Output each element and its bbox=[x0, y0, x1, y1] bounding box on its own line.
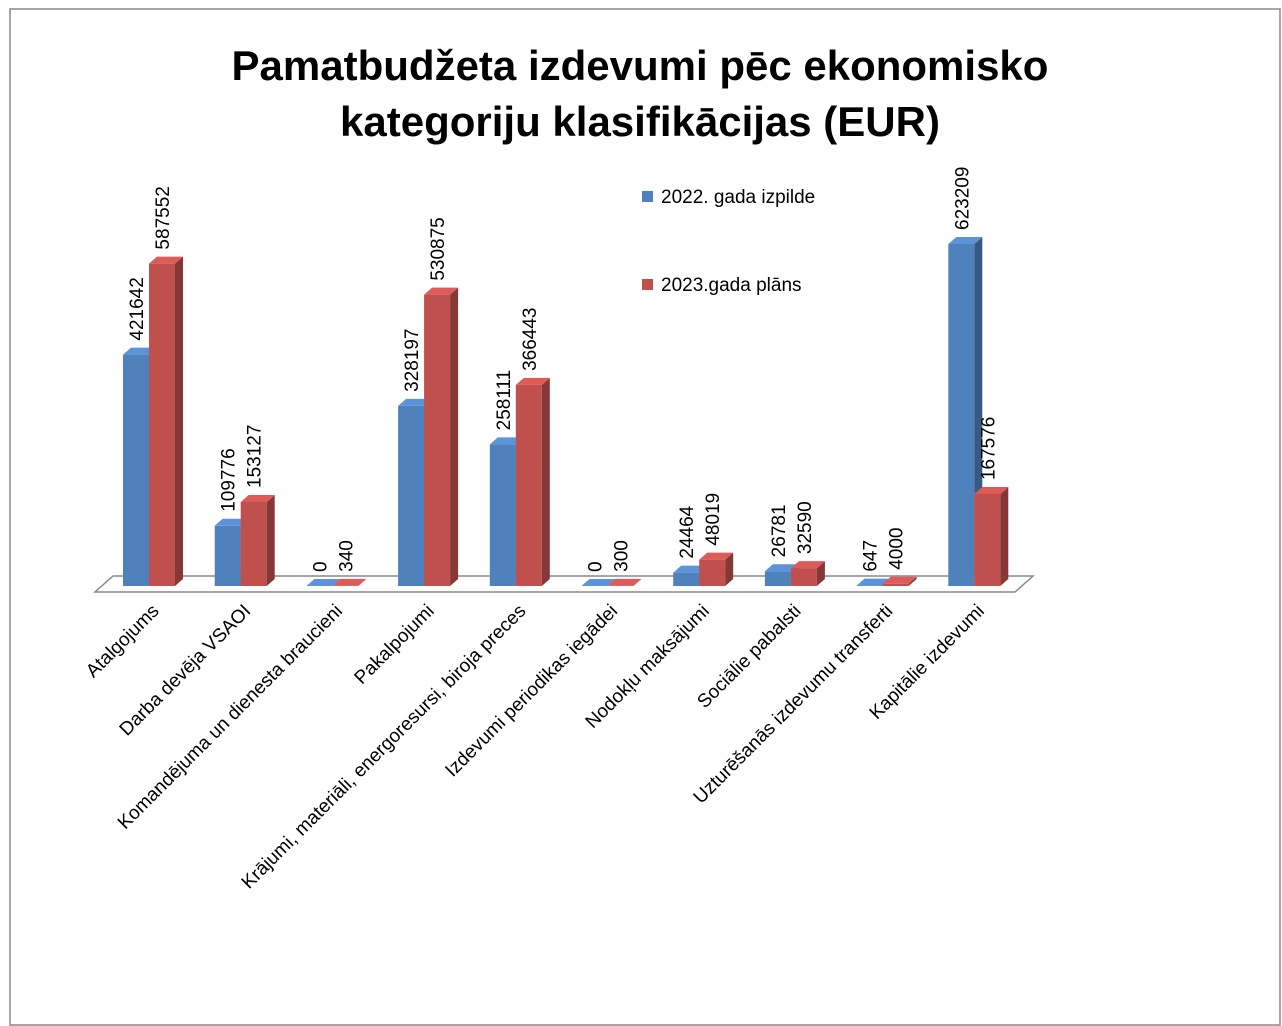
bar-face bbox=[489, 437, 524, 445]
bar-face bbox=[240, 501, 267, 586]
bar bbox=[424, 287, 459, 586]
x-tick-label: Pakalpojumi bbox=[351, 601, 439, 689]
bar-face bbox=[816, 561, 825, 586]
data-label: 421642 bbox=[127, 277, 148, 340]
bar-face bbox=[699, 552, 734, 560]
bar-face bbox=[424, 287, 459, 295]
bar-face bbox=[266, 494, 275, 586]
bar-face bbox=[633, 578, 642, 586]
bar-face bbox=[790, 561, 825, 569]
x-tick-label: Izdevumi periodikas iegādei bbox=[441, 601, 622, 782]
bar-face bbox=[515, 377, 550, 385]
bar-face bbox=[882, 576, 917, 584]
bar-face bbox=[175, 256, 183, 586]
legend-swatch bbox=[642, 191, 653, 202]
bar-face bbox=[332, 578, 367, 586]
bar-face bbox=[581, 579, 616, 586]
bar bbox=[581, 579, 616, 586]
bar bbox=[240, 494, 275, 586]
frame bbox=[9, 8, 1281, 1026]
bar-face bbox=[790, 568, 817, 586]
bar-face bbox=[882, 583, 909, 586]
bar-face bbox=[908, 576, 917, 586]
bar-face bbox=[764, 571, 791, 586]
data-label: 647 bbox=[861, 540, 882, 572]
bar-face bbox=[673, 572, 700, 586]
x-tick-label: Atalgojums bbox=[82, 601, 163, 682]
bar-face bbox=[123, 354, 149, 586]
bar-face bbox=[974, 487, 1009, 495]
bar-face bbox=[450, 287, 459, 586]
data-label: 0 bbox=[586, 561, 607, 572]
data-label: 32590 bbox=[795, 501, 816, 554]
data-label: 530875 bbox=[428, 217, 449, 280]
bar-face bbox=[541, 377, 550, 586]
bar bbox=[699, 552, 734, 586]
bar bbox=[515, 377, 550, 586]
bar-face bbox=[358, 578, 367, 586]
bar-face bbox=[398, 398, 433, 406]
data-label: 109776 bbox=[219, 448, 240, 511]
bar-face bbox=[948, 244, 975, 586]
bar bbox=[974, 487, 1009, 586]
data-label: 4000 bbox=[887, 528, 908, 570]
bar-face bbox=[515, 384, 542, 586]
legend-swatch bbox=[642, 279, 653, 290]
data-label: 258111 bbox=[494, 370, 515, 431]
bar-face bbox=[699, 559, 726, 586]
bar-face bbox=[149, 256, 183, 264]
bar-face bbox=[974, 494, 1001, 586]
bar bbox=[790, 561, 825, 586]
data-label: 366443 bbox=[520, 307, 541, 370]
data-label: 300 bbox=[612, 540, 633, 572]
bar bbox=[882, 576, 917, 586]
bar-face bbox=[725, 552, 734, 586]
chart-title: Pamatbudžeta izdevumi pēc ekonomisko kat… bbox=[231, 42, 1049, 145]
data-label: 340 bbox=[336, 540, 357, 572]
bar-face bbox=[398, 405, 425, 586]
legend-label: 2023.gada plāns bbox=[661, 275, 802, 296]
bar-face bbox=[306, 579, 341, 586]
bar-face bbox=[948, 237, 983, 244]
bar bbox=[306, 579, 341, 586]
bar-face bbox=[856, 578, 891, 586]
data-label: 48019 bbox=[703, 493, 724, 546]
data-label: 167576 bbox=[978, 417, 999, 480]
data-label: 328197 bbox=[402, 328, 423, 391]
bar bbox=[149, 256, 183, 586]
bar-face bbox=[1000, 487, 1009, 586]
bar-face bbox=[607, 578, 642, 586]
data-label: 0 bbox=[310, 561, 331, 572]
bar-face bbox=[214, 518, 249, 526]
bar-face bbox=[424, 294, 451, 586]
bar-face bbox=[123, 347, 157, 355]
bar-face bbox=[764, 564, 799, 572]
data-label: 153127 bbox=[245, 425, 266, 488]
bar bbox=[332, 578, 367, 586]
data-label: 587552 bbox=[153, 186, 174, 249]
bar-face bbox=[149, 263, 175, 586]
bar-face bbox=[214, 525, 241, 586]
data-label: 24464 bbox=[677, 505, 698, 558]
bar-face bbox=[240, 494, 275, 502]
bar-face bbox=[673, 565, 708, 573]
bar bbox=[607, 578, 642, 586]
bar-face bbox=[489, 444, 516, 586]
x-tick-label: Uzturēšanās izdevumu transferti bbox=[690, 601, 898, 809]
legend-label: 2022. gada izpilde bbox=[661, 187, 815, 208]
data-label: 26781 bbox=[769, 504, 790, 557]
data-label: 623209 bbox=[952, 167, 973, 230]
